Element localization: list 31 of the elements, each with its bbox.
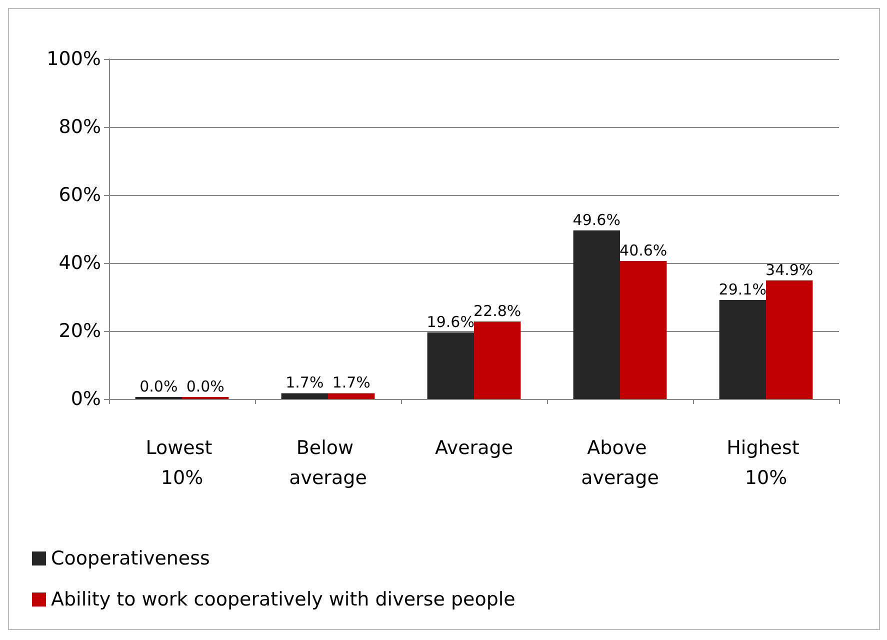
data-label: 40.6% <box>620 241 668 260</box>
y-tick-label: 100% <box>46 48 101 70</box>
y-tick-label: 80% <box>58 116 101 138</box>
data-label: 1.7% <box>286 374 324 392</box>
bar <box>620 260 667 399</box>
y-tick-label: 40% <box>58 252 101 274</box>
data-label: 1.7% <box>332 374 370 392</box>
bar <box>328 393 375 399</box>
data-label: 19.6% <box>426 312 474 331</box>
x-tick-label: Highest 10% <box>726 437 806 489</box>
data-label: 49.6% <box>572 210 620 229</box>
data-label: 22.8% <box>474 302 522 320</box>
bar <box>474 321 521 399</box>
x-tick-label: Lowest 10% <box>146 437 218 489</box>
data-label: 0.0% <box>140 378 178 396</box>
x-tick-label: Below average <box>289 437 367 489</box>
y-tick-label: 20% <box>58 320 101 342</box>
data-label: 29.1% <box>718 280 766 299</box>
y-tick-label: 0% <box>70 388 101 410</box>
data-label: 34.9% <box>766 260 814 279</box>
bar <box>573 230 620 399</box>
bar <box>766 280 813 399</box>
bar <box>719 300 766 399</box>
legend-label: Ability to work cooperatively with diverse people <box>51 588 516 610</box>
y-tick-label: 60% <box>58 184 101 206</box>
bar <box>427 332 474 399</box>
x-tick-label: Above average <box>581 437 659 489</box>
bar <box>281 393 328 399</box>
legend-label: Cooperativeness <box>51 548 210 570</box>
x-tick-label: Average <box>434 437 514 459</box>
data-label: 0.0% <box>186 378 224 396</box>
